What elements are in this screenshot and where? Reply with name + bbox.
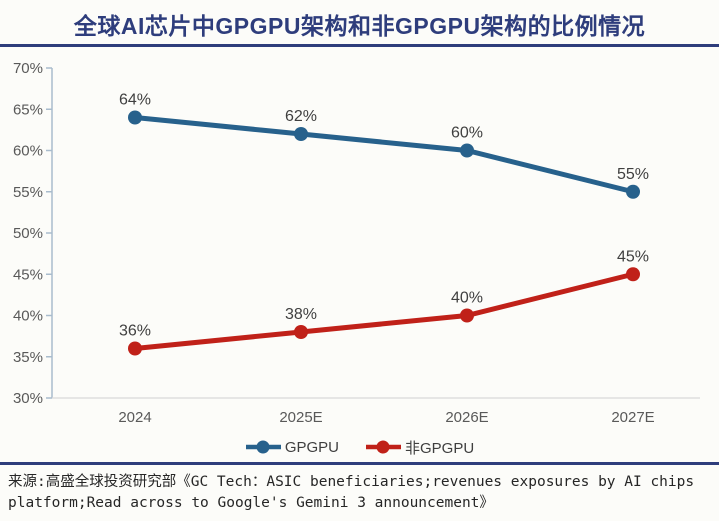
svg-text:2027E: 2027E	[611, 409, 654, 426]
svg-text:65%: 65%	[13, 101, 43, 118]
chart-title: 全球AI芯片中GPGPU架构和非GPGPU架构的比例情况	[73, 13, 646, 39]
svg-text:30%: 30%	[13, 390, 43, 407]
footer-divider	[0, 462, 719, 465]
line-chart: 30% 35% 40% 45% 50% 55% 60% 65% 70% 2024 2025E 2026…	[13, 60, 700, 426]
legend-label-non-gpgpu: 非GPGPU	[405, 439, 475, 457]
svg-text:45%: 45%	[13, 266, 43, 283]
svg-text:38%: 38%	[285, 306, 317, 323]
svg-text:2026E: 2026E	[445, 409, 488, 426]
svg-text:55%: 55%	[13, 184, 43, 201]
svg-text:40%: 40%	[13, 308, 43, 325]
legend-label-gpgpu: GPGPU	[284, 438, 339, 456]
svg-text:60%: 60%	[13, 143, 43, 160]
title-divider	[0, 44, 719, 47]
non-gpgpu-line-marker-icon	[366, 440, 401, 454]
chart-legend: GPGPU 非GPGPU	[0, 436, 719, 458]
legend-item-non-gpgpu: 非GPGPU	[365, 437, 474, 458]
gpgpu-line-marker-icon	[245, 440, 281, 454]
svg-text:50%: 50%	[13, 225, 43, 242]
svg-text:55%: 55%	[617, 166, 649, 183]
svg-text:60%: 60%	[451, 125, 483, 142]
svg-text:2025E: 2025E	[279, 409, 322, 426]
svg-text:70%: 70%	[13, 60, 43, 77]
svg-text:36%: 36%	[119, 323, 151, 340]
legend-item-gpgpu: GPGPU	[245, 439, 339, 456]
svg-text:64%: 64%	[119, 92, 151, 109]
svg-text:45%: 45%	[617, 248, 649, 265]
source-note: 来源:高盛全球投资研究部《GC Tech：ASIC beneficiaries;…	[8, 474, 695, 511]
svg-text:40%: 40%	[451, 290, 483, 307]
svg-text:62%: 62%	[285, 108, 317, 125]
svg-text:35%: 35%	[13, 349, 43, 366]
svg-text:2024: 2024	[118, 409, 151, 426]
